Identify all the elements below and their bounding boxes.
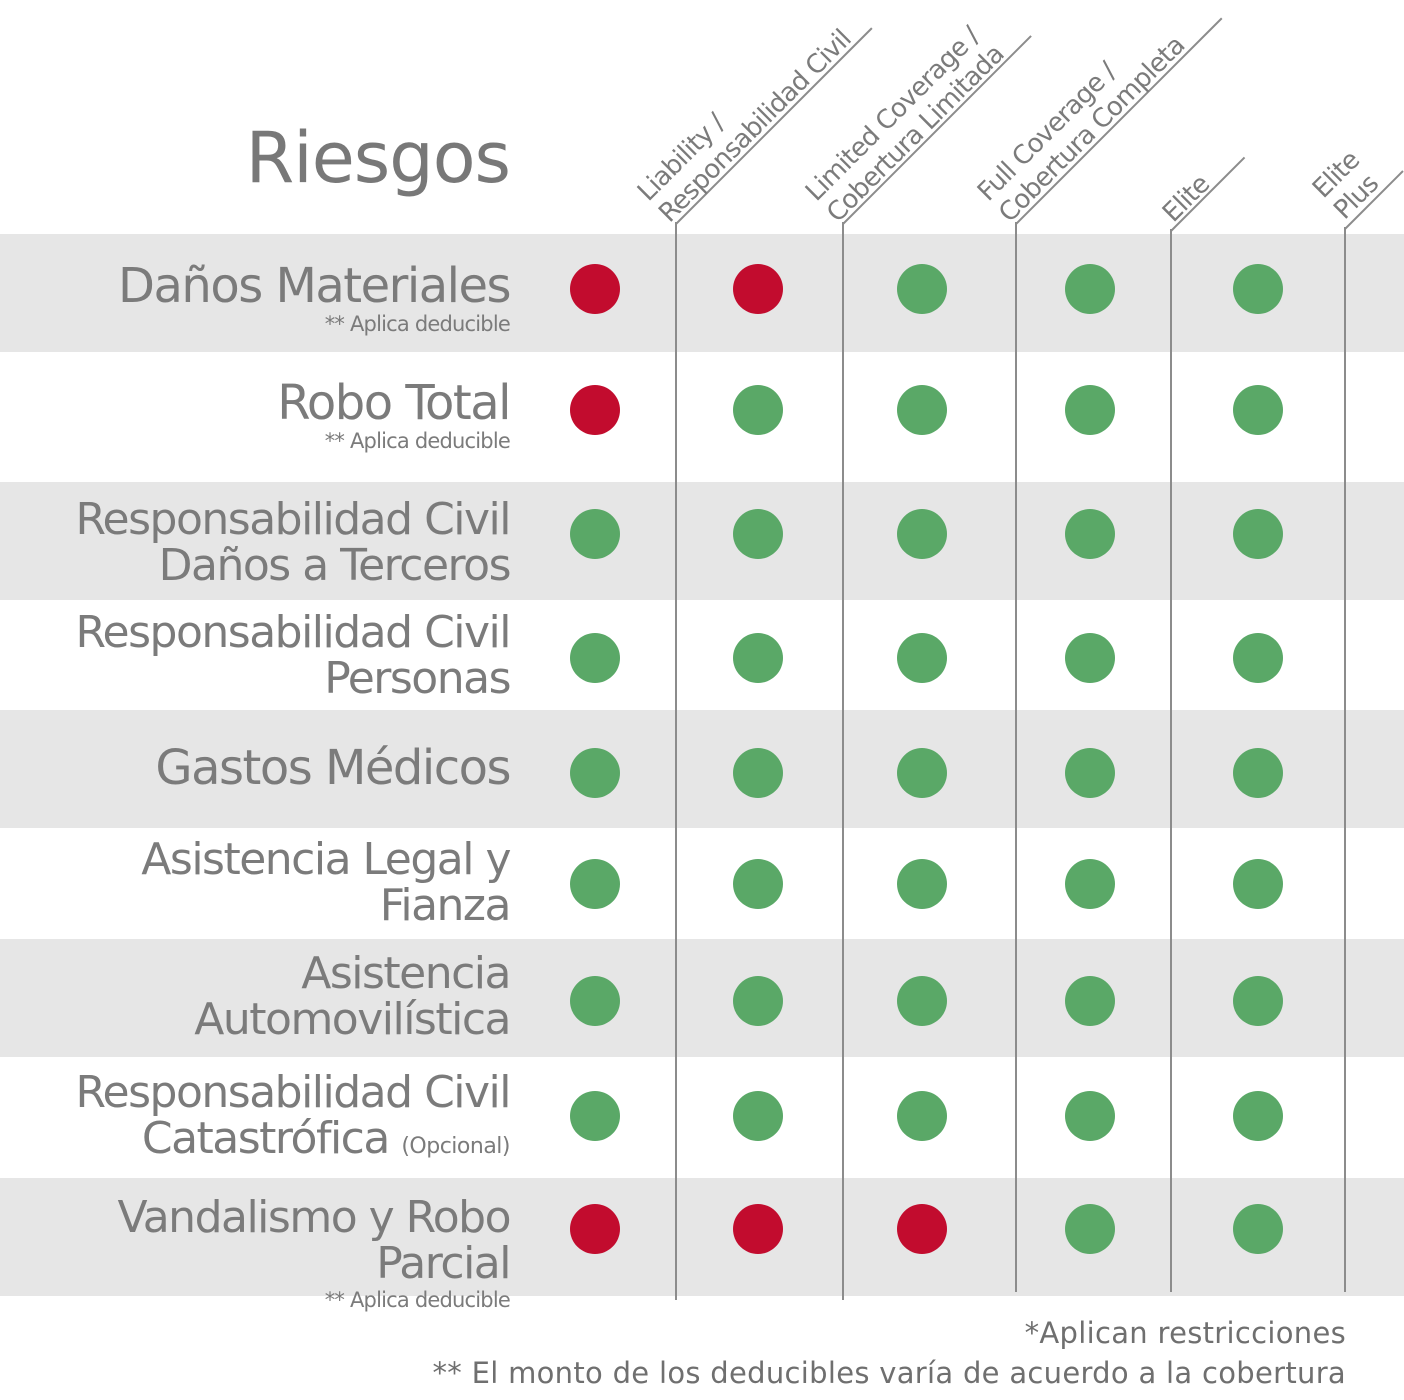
- covered-dot: [897, 1091, 947, 1141]
- optional-note: (Opcional): [401, 1134, 510, 1159]
- covered-dot: [897, 385, 947, 435]
- column-divider: [675, 222, 677, 1300]
- footer-deductibles: ** El monto de los deducibles varía de a…: [432, 1356, 1346, 1390]
- covered-dot: [570, 859, 620, 909]
- covered-dot: [1233, 1091, 1283, 1141]
- column-header-elite: Elite: [1157, 169, 1216, 229]
- risk-label-gastos-medicos: Gastos Médicos: [155, 740, 511, 796]
- covered-dot: [1233, 633, 1283, 683]
- risk-label-asistencia-legal: Asistencia Legal y Fianza: [141, 834, 511, 931]
- covered-dot: [733, 1091, 783, 1141]
- covered-dot: [733, 748, 783, 798]
- covered-dot: [570, 976, 620, 1026]
- covered-dot: [1065, 976, 1115, 1026]
- not-covered-dot: [570, 264, 620, 314]
- covered-dot: [897, 859, 947, 909]
- covered-dot: [1233, 1204, 1283, 1254]
- covered-dot: [1065, 264, 1115, 314]
- covered-dot: [1065, 1204, 1115, 1254]
- covered-dot: [897, 509, 947, 559]
- covered-dot: [1233, 509, 1283, 559]
- covered-dot: [897, 748, 947, 798]
- risk-label-vandalismo: Vandalismo y Robo Parcial ** Aplica dedu…: [117, 1192, 512, 1313]
- covered-dot: [1233, 385, 1283, 435]
- column-header-full-coverage: Full Coverage / Cobertura Completa: [972, 30, 1191, 229]
- covered-dot: [897, 264, 947, 314]
- covered-dot: [733, 976, 783, 1026]
- covered-dot: [897, 976, 947, 1026]
- covered-dot: [733, 509, 783, 559]
- covered-dot: [1065, 859, 1115, 909]
- covered-dot: [1233, 748, 1283, 798]
- covered-dot: [1065, 509, 1115, 559]
- not-covered-dot: [570, 1204, 620, 1254]
- covered-dot: [1233, 859, 1283, 909]
- covered-dot: [570, 748, 620, 798]
- covered-dot: [1065, 633, 1115, 683]
- covered-dot: [897, 633, 947, 683]
- not-covered-dot: [733, 264, 783, 314]
- risk-label-rc-danos-terceros: Responsabilidad Civil Daños a Terceros: [75, 494, 511, 591]
- covered-dot: [733, 859, 783, 909]
- risk-label-robo-total: Robo Total ** Aplica deducible: [277, 375, 511, 453]
- risk-label-danos-materiales: Daños Materiales ** Aplica deducible: [118, 258, 511, 336]
- risk-label-rc-catastrofica: Responsabilidad Civil Catastrófica (Opci…: [75, 1067, 511, 1170]
- column-divider: [1344, 227, 1346, 1292]
- table-title: Riesgos: [245, 117, 511, 199]
- column-divider: [842, 222, 844, 1300]
- risk-label-rc-personas: Responsabilidad Civil Personas: [75, 607, 511, 704]
- column-divider: [1015, 222, 1017, 1292]
- covered-dot: [1065, 748, 1115, 798]
- covered-dot: [733, 385, 783, 435]
- covered-dot: [570, 1091, 620, 1141]
- covered-dot: [733, 633, 783, 683]
- covered-dot: [570, 633, 620, 683]
- covered-dot: [570, 509, 620, 559]
- not-covered-dot: [897, 1204, 947, 1254]
- risk-label-rc-catastrofica-text: Responsabilidad Civil Catastrófica: [75, 1067, 511, 1164]
- covered-dot: [1233, 264, 1283, 314]
- column-header-elite-plus: Elite Plus: [1307, 145, 1385, 226]
- column-divider: [1170, 229, 1172, 1292]
- not-covered-dot: [570, 385, 620, 435]
- covered-dot: [1065, 1091, 1115, 1141]
- risk-label-asistencia-automovilistica: Asistencia Automovilística: [194, 948, 511, 1045]
- not-covered-dot: [733, 1204, 783, 1254]
- covered-dot: [1233, 976, 1283, 1026]
- footer-restrictions: *Aplican restricciones: [1024, 1316, 1346, 1350]
- covered-dot: [1065, 385, 1115, 435]
